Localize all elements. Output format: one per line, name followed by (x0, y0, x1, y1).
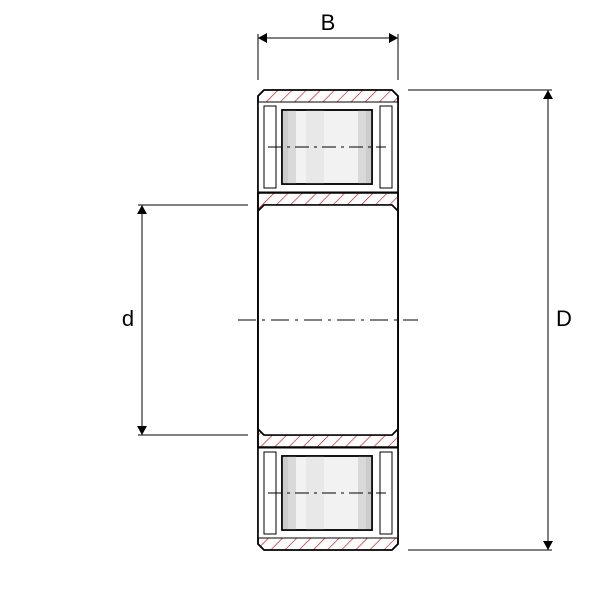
label-d: d (122, 306, 134, 331)
label-D: D (556, 306, 572, 331)
label-b: B (321, 10, 336, 35)
